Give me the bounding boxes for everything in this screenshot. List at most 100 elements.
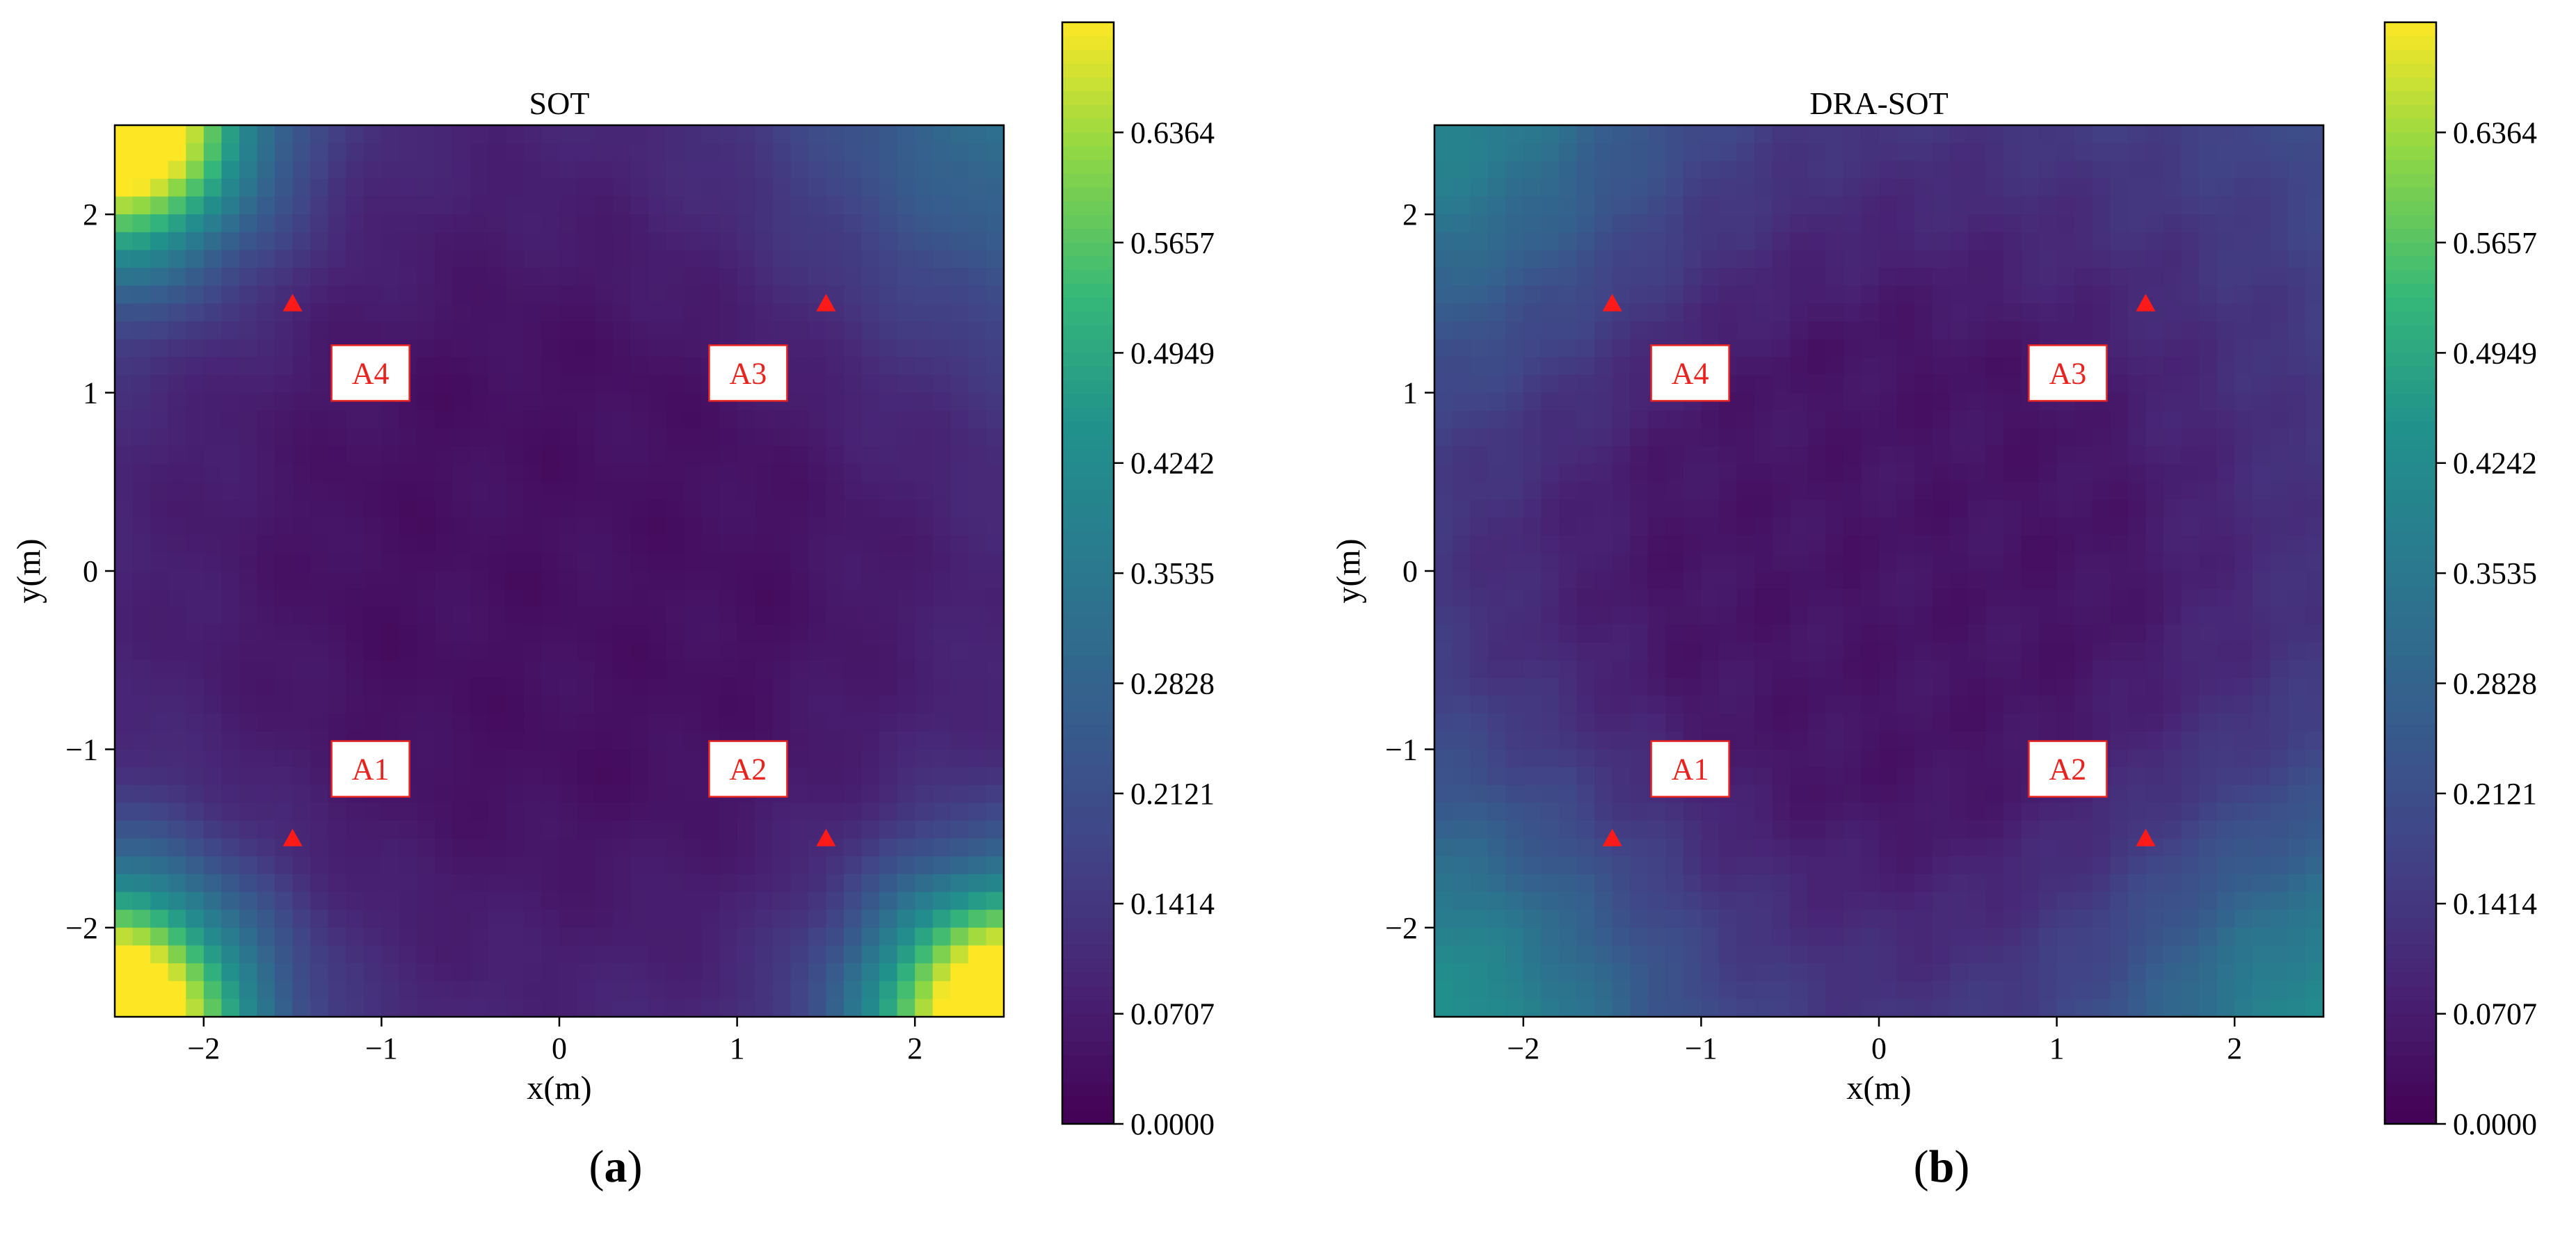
heatmap-cell bbox=[2252, 464, 2271, 483]
heatmap-cell bbox=[630, 731, 649, 750]
heatmap-cell bbox=[666, 214, 685, 233]
heatmap-cell bbox=[292, 714, 311, 732]
heatmap-cell bbox=[595, 624, 614, 643]
heatmap-cell bbox=[168, 714, 187, 732]
heatmap-cell bbox=[435, 517, 454, 536]
colorbar-step bbox=[1062, 890, 1114, 904]
heatmap-cell bbox=[1825, 392, 1844, 412]
heatmap-cell bbox=[168, 232, 187, 251]
heatmap-cell bbox=[2181, 196, 2200, 215]
heatmap-cell bbox=[2039, 714, 2058, 732]
heatmap-cell bbox=[292, 499, 311, 518]
heatmap-cell bbox=[772, 874, 792, 893]
heatmap-cell bbox=[292, 178, 311, 198]
heatmap-cell bbox=[2163, 803, 2182, 821]
heatmap-cell bbox=[915, 339, 934, 358]
heatmap-cell bbox=[1523, 553, 1542, 572]
heatmap-cell bbox=[719, 642, 738, 661]
heatmap-cell bbox=[1985, 820, 2004, 839]
heatmap-cell bbox=[541, 642, 560, 661]
heatmap-cell bbox=[2127, 178, 2147, 198]
heatmap-cell bbox=[541, 268, 560, 287]
heatmap-cell bbox=[861, 232, 880, 251]
heatmap-cell bbox=[186, 874, 205, 893]
heatmap-cell bbox=[683, 321, 703, 340]
heatmap-cell bbox=[1967, 963, 1987, 982]
heatmap-cell bbox=[1487, 963, 1507, 982]
heatmap-cell bbox=[968, 285, 987, 305]
heatmap-cell bbox=[879, 410, 898, 429]
heatmap-cell bbox=[1790, 856, 1809, 875]
heatmap-cell bbox=[203, 535, 223, 554]
heatmap-cell bbox=[2021, 999, 2040, 1017]
heatmap-cell bbox=[150, 446, 169, 465]
heatmap-cell bbox=[310, 714, 329, 732]
heatmap-cell bbox=[1612, 910, 1631, 928]
heatmap-cell bbox=[861, 321, 880, 340]
heatmap-cell bbox=[523, 535, 543, 554]
heatmap-cell bbox=[239, 945, 258, 964]
heatmap-cell bbox=[915, 927, 934, 947]
heatmap-cell bbox=[435, 963, 454, 982]
heatmap-cell bbox=[612, 785, 632, 804]
heatmap-cell bbox=[1683, 214, 1702, 233]
heatmap-cell bbox=[1985, 517, 2004, 536]
heatmap-cell bbox=[1950, 571, 1969, 590]
heatmap-cell bbox=[683, 892, 703, 910]
heatmap-cell bbox=[2074, 232, 2093, 251]
heatmap-cell bbox=[1665, 499, 1684, 518]
heatmap-cell bbox=[1523, 606, 1542, 625]
heatmap-cell bbox=[1861, 588, 1880, 608]
heatmap-cell bbox=[186, 214, 205, 233]
heatmap-cell bbox=[1541, 927, 1560, 947]
heatmap-cell bbox=[577, 588, 595, 608]
heatmap-cell bbox=[1950, 535, 1969, 554]
heatmap-cell bbox=[2003, 499, 2022, 518]
heatmap-cell bbox=[239, 285, 258, 305]
colorbar-step bbox=[1062, 229, 1114, 243]
heatmap-cell bbox=[737, 803, 755, 821]
heatmap-cell bbox=[1861, 981, 1880, 1000]
heatmap-cell bbox=[630, 517, 649, 536]
heatmap-cell bbox=[1576, 178, 1595, 198]
heatmap-cell bbox=[595, 731, 614, 750]
heatmap-cell bbox=[239, 838, 258, 858]
heatmap-cell bbox=[1434, 642, 1453, 661]
heatmap-cell bbox=[683, 446, 703, 465]
heatmap-cell bbox=[772, 517, 792, 536]
heatmap-cell bbox=[1967, 856, 1987, 875]
heatmap-cell bbox=[1825, 464, 1844, 483]
heatmap-cell bbox=[701, 214, 720, 233]
heatmap-cell bbox=[1967, 481, 1987, 501]
heatmap-cell bbox=[2110, 731, 2129, 750]
heatmap-cell bbox=[1612, 571, 1631, 590]
heatmap-cell bbox=[1647, 196, 1667, 215]
heatmap-cell bbox=[2110, 321, 2129, 340]
heatmap-cell bbox=[1879, 339, 1898, 358]
heatmap-cell bbox=[186, 374, 205, 394]
heatmap-cell bbox=[559, 874, 578, 893]
heatmap-cell bbox=[1861, 125, 1880, 144]
heatmap-cell bbox=[915, 571, 934, 590]
heatmap-cell bbox=[1452, 285, 1471, 305]
heatmap-cell bbox=[612, 767, 632, 786]
heatmap-cell bbox=[1683, 820, 1702, 839]
heatmap-cell bbox=[1647, 125, 1667, 144]
heatmap-cell bbox=[275, 339, 294, 358]
heatmap-cell bbox=[2145, 446, 2164, 465]
heatmap-cell bbox=[1825, 588, 1844, 608]
heatmap-cell bbox=[1523, 535, 1542, 554]
heatmap-cell bbox=[932, 606, 952, 625]
heatmap-cell bbox=[310, 731, 329, 750]
heatmap-cell bbox=[115, 178, 134, 198]
heatmap-cell bbox=[1434, 820, 1453, 839]
heatmap-cell bbox=[1914, 464, 1933, 483]
heatmap-cell bbox=[950, 785, 969, 804]
heatmap-cell bbox=[1541, 464, 1560, 483]
heatmap-cell bbox=[381, 517, 400, 536]
heatmap-cell bbox=[417, 571, 435, 590]
heatmap-cell bbox=[2074, 856, 2093, 875]
heatmap-cell bbox=[1487, 803, 1507, 821]
heatmap-cell bbox=[932, 499, 952, 518]
heatmap-cell bbox=[2199, 285, 2218, 305]
